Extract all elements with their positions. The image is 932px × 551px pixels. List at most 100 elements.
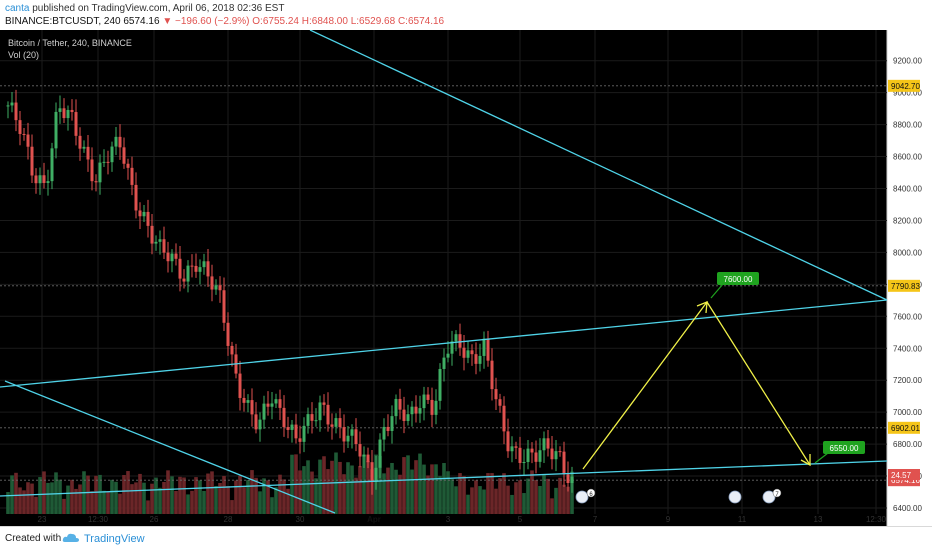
volume-bar: [314, 478, 318, 514]
volume-bar: [454, 486, 458, 514]
volume-value-tag: 24.57: [888, 469, 920, 480]
volume-bar: [226, 486, 230, 514]
candle-body: [78, 135, 82, 149]
last-price: 6574.16: [123, 16, 160, 27]
volume-bar: [506, 485, 510, 514]
volume-bars: [6, 452, 574, 514]
trendline-support[interactable]: [0, 460, 888, 497]
candle-body: [222, 290, 226, 323]
time-tick-label: 7: [593, 515, 598, 524]
candle-body: [238, 373, 242, 398]
price-tick-label: 8600.00: [893, 153, 922, 162]
volume-bar: [258, 491, 262, 514]
candle-body: [402, 409, 406, 421]
candle-body: [538, 450, 542, 462]
volume-bar: [382, 473, 386, 514]
trendline-descending-lower[interactable]: [4, 380, 336, 514]
volume-bar: [34, 496, 38, 514]
volume-bar: [322, 456, 326, 514]
volume-bar: [278, 474, 282, 514]
volume-bar: [470, 487, 474, 514]
time-tick-label: 5: [518, 515, 523, 524]
candle-body: [382, 426, 386, 440]
candle-body: [398, 398, 402, 410]
candle-body: [498, 399, 502, 406]
volume-bar: [406, 455, 410, 514]
volume-bar: [114, 481, 118, 514]
volume-bar: [486, 473, 490, 514]
volume-bar: [298, 470, 302, 514]
time-tick-label: 9: [666, 515, 671, 524]
price-level-value: 6902.01: [891, 424, 920, 433]
volume-indicator-label[interactable]: Vol (20): [8, 50, 39, 60]
volume-bar: [174, 490, 178, 514]
volume-bar: [338, 461, 342, 514]
volume-bar: [562, 484, 566, 514]
volume-bar: [282, 479, 286, 514]
x-gridlines: [41, 30, 877, 514]
volume-bar: [302, 466, 306, 514]
volume-bar: [318, 459, 322, 514]
trendline-mid-channel[interactable]: [0, 299, 888, 388]
candle-body: [218, 285, 222, 291]
volume-bar: [566, 486, 570, 514]
volume-bar: [490, 473, 494, 514]
candle-body: [318, 402, 322, 421]
time-tick-label: 28: [224, 515, 233, 524]
footer-bar: Created with TradingView: [0, 526, 932, 551]
volume-bar: [30, 483, 34, 514]
candle-body: [390, 416, 394, 431]
volume-bar: [250, 470, 254, 514]
volume-bar: [142, 482, 146, 514]
volume-bar: [426, 475, 430, 514]
candle-body: [506, 431, 510, 452]
volume-bar: [398, 474, 402, 514]
candle-body: [46, 181, 50, 183]
volume-bar: [158, 487, 162, 514]
candle-body: [266, 403, 270, 407]
candle-body: [326, 404, 330, 425]
flag-icon[interactable]: [728, 490, 742, 504]
candle-body: [334, 418, 338, 427]
tradingview-brand-link[interactable]: TradingView: [84, 533, 145, 545]
candle-body: [34, 175, 38, 184]
volume-bar: [150, 483, 154, 514]
time-tick-label: 23: [38, 515, 47, 524]
volume-bar: [430, 464, 434, 514]
candle-body: [526, 448, 530, 463]
candle-body: [170, 253, 174, 262]
target-label-1[interactable]: 7600.00: [710, 272, 759, 299]
candle-body: [274, 399, 278, 404]
target-label-2[interactable]: 6550.00: [814, 441, 865, 464]
candle-body: [514, 446, 518, 448]
flag-icon[interactable]: [575, 490, 589, 504]
candle-body: [146, 211, 150, 226]
volume-bar: [86, 475, 90, 514]
candle-body: [338, 418, 342, 428]
candle-body: [434, 400, 438, 415]
candle-body: [194, 265, 198, 272]
price-axis[interactable]: [887, 30, 932, 526]
arrow-head-down-icon: [800, 454, 811, 467]
candle-body: [282, 407, 286, 428]
price-chart[interactable]: 7600.00 6550.00 6 7 6400.006600.006800.0…: [0, 30, 932, 526]
price-tick-label: 8800.00: [893, 121, 922, 130]
candle-body: [38, 175, 42, 184]
volume-bar: [554, 487, 558, 514]
trendlines: [0, 30, 888, 514]
candle-body: [262, 403, 266, 420]
candle-body: [246, 400, 250, 403]
volume-bar: [442, 463, 446, 514]
trendline-upper-resistance[interactable]: [309, 30, 888, 301]
candle-body: [178, 258, 182, 279]
candle-body: [106, 161, 110, 163]
volume-bar: [546, 478, 550, 514]
candle-body: [198, 267, 202, 272]
candle-body: [346, 435, 350, 442]
candle-body: [70, 109, 74, 113]
author-link[interactable]: canta: [5, 3, 30, 14]
candle-body: [358, 444, 362, 457]
flag-icon[interactable]: [762, 490, 776, 504]
volume-bar: [386, 467, 390, 514]
candle-body: [258, 419, 262, 430]
